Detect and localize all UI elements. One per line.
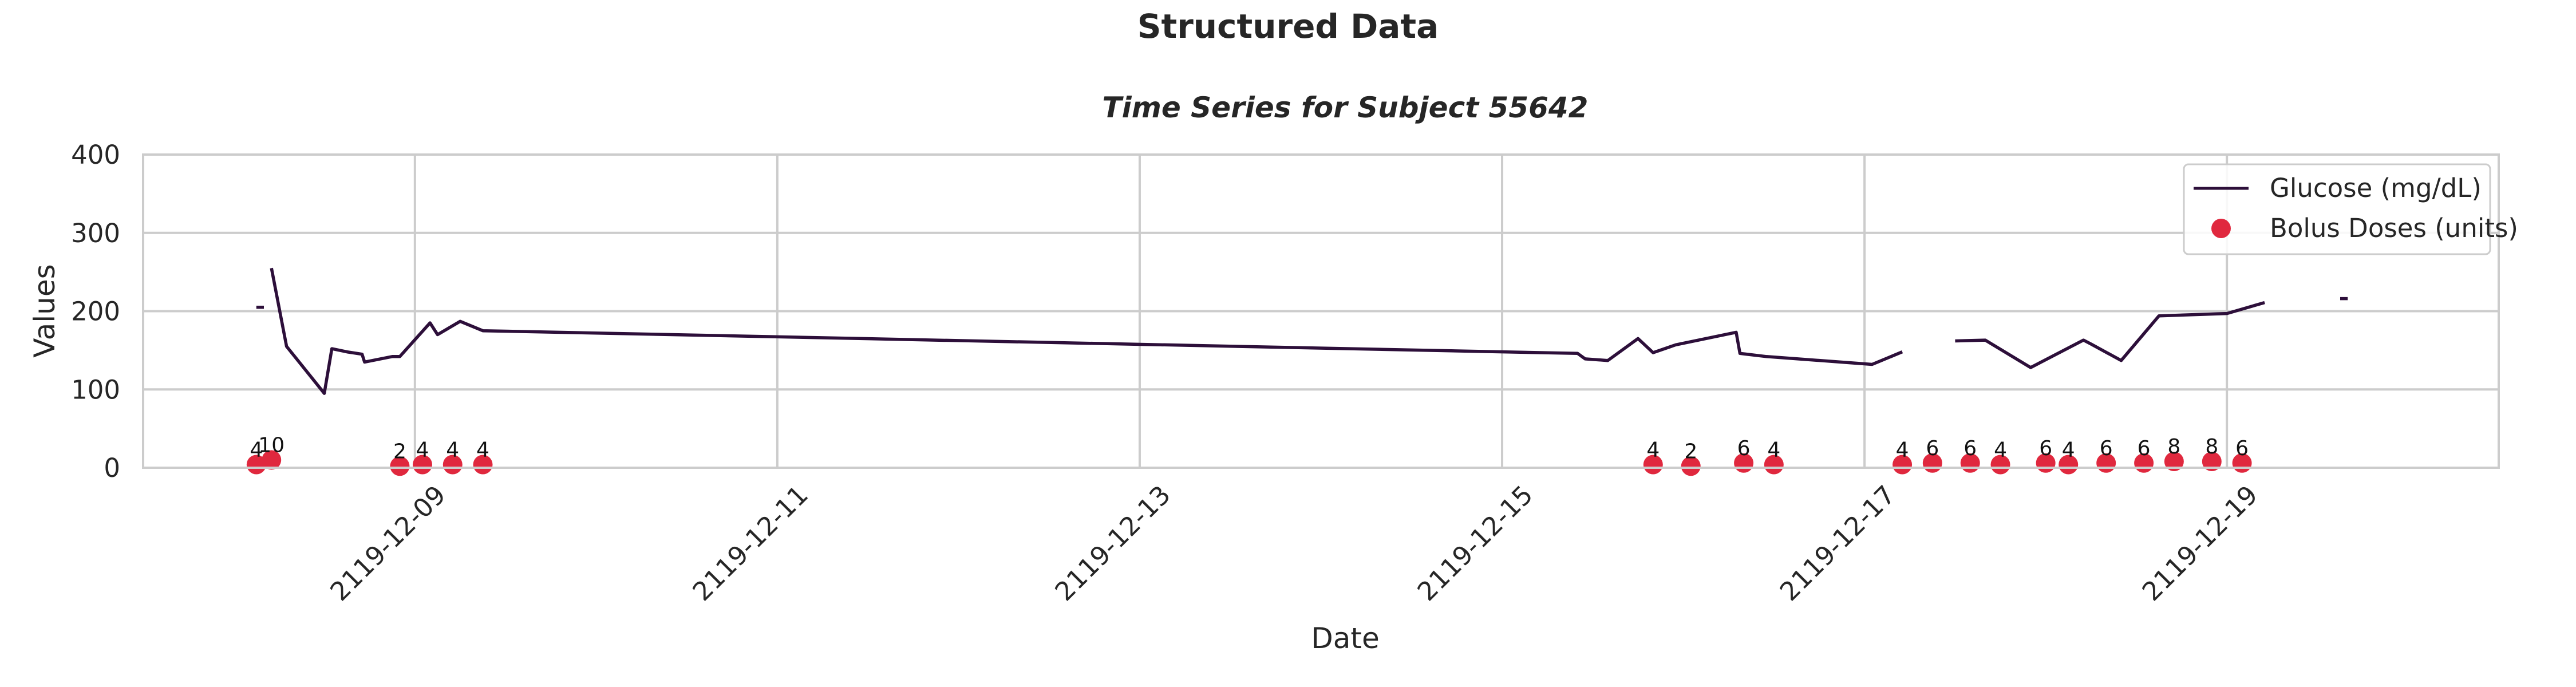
bolus-series bbox=[246, 450, 2252, 476]
bolus-point bbox=[442, 455, 463, 475]
bolus-data-label: 2 bbox=[1684, 440, 1697, 463]
x-tick-label: 2119-12-19 bbox=[2136, 480, 2263, 607]
bolus-data-label: 2 bbox=[393, 440, 406, 463]
x-tick-label: 2119-12-15 bbox=[1412, 480, 1539, 607]
bolus-point bbox=[390, 456, 410, 476]
bolus-data-label: 10 bbox=[258, 433, 285, 457]
glucose-series bbox=[256, 267, 2348, 395]
x-tick-label: 2119-12-09 bbox=[324, 480, 451, 607]
bolus-point bbox=[246, 455, 266, 475]
legend: Glucose (mg/dL) Bolus Doses (units) bbox=[2183, 163, 2518, 255]
bolus-data-label: 4 bbox=[476, 439, 489, 462]
y-tick-label: 0 bbox=[104, 453, 120, 483]
x-tick-labels: 2119-12-09 2119-12-11 2119-12-13 2119-12-15… bbox=[324, 480, 2263, 607]
bolus-point bbox=[473, 455, 493, 475]
bolus-data-labels: 410 2 4 4 4 4 2 6 4 4 6 6 4 6 4 6 6 8 8 6 bbox=[250, 433, 2249, 463]
bolus-data-label: 6 bbox=[1963, 437, 1977, 460]
legend-bolus-label: Bolus Doses (units) bbox=[2270, 213, 2518, 243]
x-tick-label: 2119-12-13 bbox=[1049, 480, 1176, 607]
y-tick-labels: 0 100 200 300 400 bbox=[71, 140, 120, 483]
bolus-data-label: 4 bbox=[416, 439, 429, 462]
y-axis-label: Values bbox=[28, 264, 61, 357]
y-tick-label: 300 bbox=[71, 218, 120, 248]
bolus-point bbox=[412, 455, 432, 475]
glucose-line-segment bbox=[1955, 301, 2265, 369]
bolus-data-label: 4 bbox=[2062, 439, 2075, 462]
bolus-point bbox=[1643, 455, 1663, 475]
bolus-data-label: 8 bbox=[2167, 435, 2180, 459]
y-tick-label: 200 bbox=[71, 297, 120, 327]
glucose-line-segment bbox=[270, 267, 1903, 395]
legend-glucose-label: Glucose (mg/dL) bbox=[2270, 173, 2482, 203]
x-axis-label: Date bbox=[1311, 622, 1380, 655]
bolus-point bbox=[2164, 452, 2184, 472]
bolus-data-label: 6 bbox=[2039, 437, 2052, 460]
bolus-point bbox=[2202, 452, 2222, 472]
x-tick-label: 2119-12-11 bbox=[687, 480, 814, 607]
bolus-point bbox=[262, 450, 282, 470]
bolus-point bbox=[2059, 455, 2079, 475]
bolus-data-label: 4 bbox=[1646, 439, 1660, 462]
bolus-point bbox=[1990, 455, 2010, 475]
legend-bolus-swatch bbox=[2211, 219, 2231, 238]
bolus-data-label: 6 bbox=[1737, 437, 1751, 460]
bolus-point bbox=[1681, 456, 1701, 476]
bolus-data-label: 6 bbox=[1926, 437, 1939, 460]
bolus-data-label: 4 bbox=[446, 439, 459, 462]
bolus-data-label: 4 bbox=[250, 439, 263, 462]
y-tick-label: 400 bbox=[71, 140, 120, 170]
bolus-data-label: 6 bbox=[2100, 437, 2113, 460]
chart-title: Time Series for Subject 55642 bbox=[1103, 91, 1589, 124]
legend-box bbox=[2183, 163, 2491, 255]
bolus-data-label: 6 bbox=[2235, 437, 2249, 460]
bolus-data-label: 4 bbox=[1896, 439, 1909, 462]
bolus-point bbox=[1764, 455, 1784, 475]
bolus-data-label: 6 bbox=[2138, 437, 2151, 460]
bolus-data-label: 4 bbox=[1994, 439, 2007, 462]
figure-suptitle: Structured Data bbox=[1137, 7, 1439, 46]
plot-frame bbox=[142, 153, 2500, 469]
bolus-data-label: 8 bbox=[2205, 435, 2218, 459]
x-tick-label: 2119-12-17 bbox=[1774, 480, 1901, 607]
bolus-data-label: 4 bbox=[1767, 439, 1780, 462]
bolus-point bbox=[1893, 455, 1913, 475]
y-tick-label: 100 bbox=[71, 374, 120, 405]
y-gridlines bbox=[143, 153, 2499, 469]
